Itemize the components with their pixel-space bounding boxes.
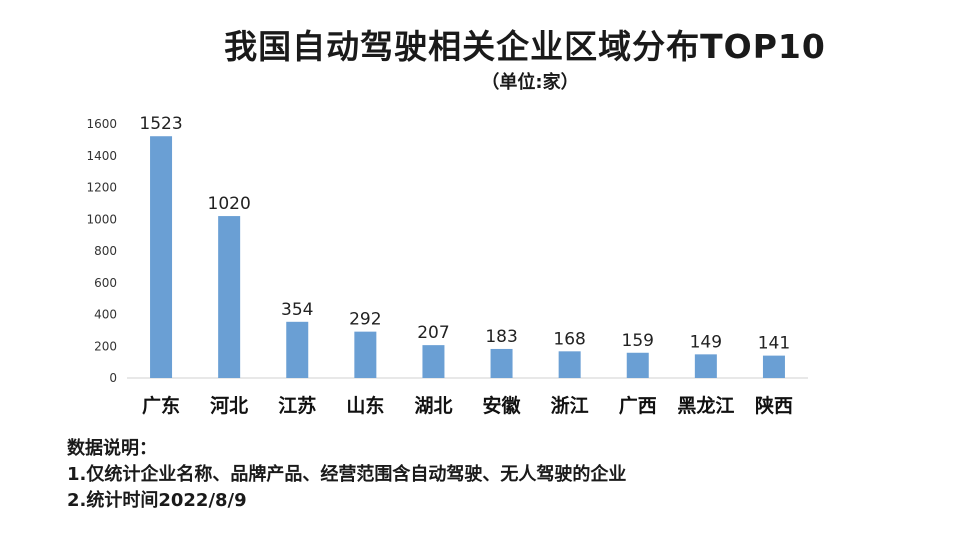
bar-value-label: 1523 <box>139 114 182 134</box>
bar <box>626 352 649 378</box>
bar <box>422 345 445 378</box>
bar-value-label: 159 <box>622 331 654 351</box>
bar-value-label: 168 <box>553 329 585 349</box>
chart-subtitle: （单位:家） <box>481 72 579 93</box>
bar <box>286 321 309 378</box>
notes-line-1: 1.仅统计企业名称、品牌产品、经营范围含自动驾驶、无人驾驶的企业 <box>67 464 627 485</box>
x-category-label: 广东 <box>142 394 180 417</box>
x-category-label: 黑龙江 <box>677 394 734 417</box>
chart-title: 我国自动驾驶相关企业区域分布TOP10 <box>224 27 826 66</box>
x-category-label: 江苏 <box>278 394 316 417</box>
bar-value-label: 207 <box>417 323 449 343</box>
bar-value-label: 1020 <box>208 194 251 214</box>
bar <box>762 355 785 378</box>
x-category-label: 浙江 <box>551 394 589 417</box>
y-tick-label: 1400 <box>86 149 117 163</box>
y-tick-label: 200 <box>94 339 117 353</box>
x-category-label: 湖北 <box>414 395 452 417</box>
data-notes: 数据说明： 1.仅统计企业名称、品牌产品、经营范围含自动驾驶、无人驾驶的企业 2… <box>67 436 626 514</box>
y-tick-label: 1000 <box>86 212 117 226</box>
notes-heading: 数据说明： <box>67 438 157 459</box>
x-category-label: 河北 <box>210 395 248 417</box>
x-category-label: 安徽 <box>483 394 522 417</box>
y-tick-label: 1200 <box>86 181 117 195</box>
bar <box>354 331 377 378</box>
bar-value-label: 183 <box>485 327 517 347</box>
y-tick-label: 1600 <box>86 117 117 131</box>
bar-value-label: 149 <box>690 332 722 352</box>
bar <box>218 216 241 378</box>
y-tick-label: 800 <box>94 244 117 258</box>
bar <box>150 136 173 378</box>
y-tick-label: 400 <box>94 308 117 322</box>
y-tick-label: 600 <box>94 276 117 290</box>
bar <box>490 348 513 378</box>
x-category-label: 山东 <box>346 394 384 417</box>
notes-line-2: 2.统计时间2022/8/9 <box>67 490 247 511</box>
bar-value-label: 354 <box>281 300 313 320</box>
x-category-label: 广西 <box>619 394 657 417</box>
x-category-label: 陕西 <box>755 394 793 417</box>
bar-value-label: 141 <box>758 334 790 354</box>
y-tick-label: 0 <box>109 371 117 385</box>
bar <box>694 354 717 378</box>
bar <box>558 351 581 378</box>
bar-value-label: 292 <box>349 310 381 330</box>
